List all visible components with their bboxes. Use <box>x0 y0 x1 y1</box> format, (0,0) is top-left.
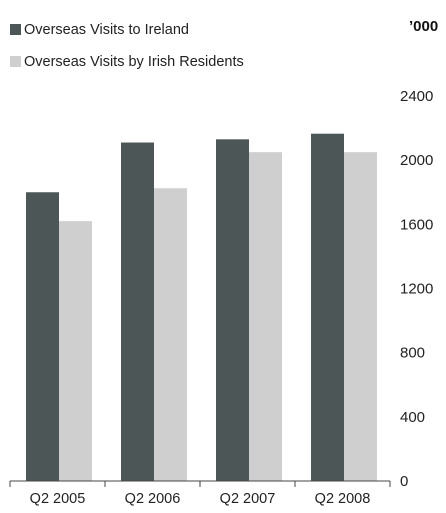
x-tick-label: Q2 2007 <box>220 491 276 507</box>
legend-swatch-light <box>10 56 21 67</box>
x-tick-label: Q2 2005 <box>30 491 86 507</box>
bar-overseas-visits-by-irish-residents-q2-2006 <box>154 188 187 482</box>
y-tick-label: 1600 <box>400 216 433 233</box>
bar-overseas-visits-by-irish-residents-q2-2005 <box>59 221 92 481</box>
y-tick-label: 2400 <box>400 88 433 105</box>
bar-overseas-visits-to-ireland-q2-2006 <box>121 142 154 482</box>
legend-label: Overseas Visits by Irish Residents <box>24 54 244 70</box>
bar-overseas-visits-to-ireland-q2-2007 <box>216 139 249 481</box>
y-tick-label: 1200 <box>400 281 433 298</box>
bar-overseas-visits-to-ireland-q2-2008 <box>311 133 344 481</box>
bar-overseas-visits-by-irish-residents-q2-2007 <box>249 152 282 482</box>
y-axis-unit-label: ’000 <box>409 18 439 35</box>
y-tick-label: 0 <box>400 473 408 490</box>
y-tick-label: 2000 <box>400 152 433 169</box>
x-tick-label: Q2 2008 <box>315 491 371 507</box>
y-tick-label: 800 <box>400 345 425 362</box>
y-tick-label: 400 <box>400 409 425 426</box>
x-tick-label: Q2 2006 <box>125 491 181 507</box>
legend-item-overseas-visits-by-irish-residents: Overseas Visits by Irish Residents <box>10 54 244 70</box>
bar-overseas-visits-to-ireland-q2-2005 <box>26 192 59 481</box>
bar-overseas-visits-by-irish-residents-q2-2008 <box>344 152 377 482</box>
legend-label: Overseas Visits to Ireland <box>24 22 189 38</box>
legend-item-overseas-visits-to-ireland: Overseas Visits to Ireland <box>10 22 189 38</box>
legend-swatch-dark <box>10 24 21 35</box>
